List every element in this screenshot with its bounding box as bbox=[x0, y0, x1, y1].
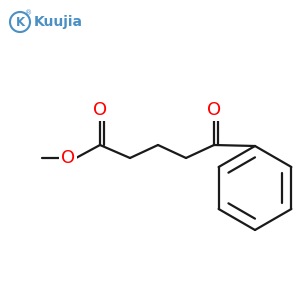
Text: K: K bbox=[15, 16, 25, 28]
Text: ®: ® bbox=[26, 10, 33, 16]
Text: O: O bbox=[207, 101, 221, 119]
Text: O: O bbox=[61, 149, 75, 167]
Text: O: O bbox=[93, 101, 107, 119]
Text: Kuujia: Kuujia bbox=[34, 15, 83, 29]
